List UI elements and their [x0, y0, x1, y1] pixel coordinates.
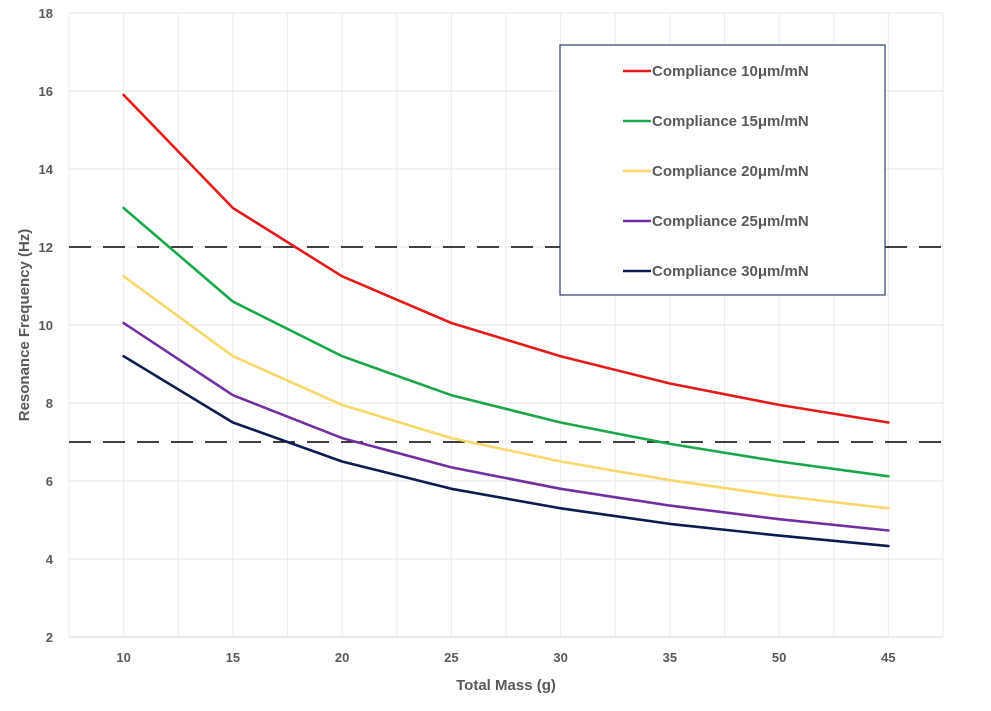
y-tick-label: 4: [46, 552, 54, 567]
y-tick-label: 12: [39, 240, 53, 255]
series-line: [122, 206, 890, 478]
y-tick-label: 2: [46, 630, 53, 645]
x-tick-label: 30: [553, 650, 567, 665]
legend-label: Compliance 20μm/mN: [652, 163, 809, 180]
y-tick-label: 18: [39, 6, 53, 21]
series-line: [122, 274, 890, 510]
grid: [68, 12, 944, 637]
series-line: [122, 321, 890, 532]
x-tick-label: 20: [335, 650, 349, 665]
y-tick-label: 10: [39, 318, 53, 333]
y-axis-ticks: 2 4 6 8 10 12 14 16 18: [39, 6, 54, 645]
y-tick-label: 8: [46, 396, 53, 411]
series-line: [122, 354, 890, 548]
x-tick-label: 25: [444, 650, 458, 665]
legend-label: Compliance 30μm/mN: [652, 263, 809, 280]
legend: Compliance 10μm/mN Compliance 15μm/mN Comp…: [559, 44, 886, 296]
x-axis-ticks: 10 15 20 25 30 35 50 45: [116, 650, 895, 665]
series-lines: [122, 93, 890, 548]
y-tick-label: 6: [46, 474, 53, 489]
x-tick-label: 35: [663, 650, 677, 665]
legend-box: [559, 44, 886, 296]
y-tick-label: 16: [39, 84, 53, 99]
x-tick-label: 10: [116, 650, 130, 665]
y-axis-title: Resonance Frequency (Hz): [16, 229, 33, 422]
legend-label: Compliance 15μm/mN: [652, 113, 809, 130]
series-line: [122, 93, 890, 424]
y-tick-label: 14: [39, 162, 54, 177]
x-tick-label: 50: [772, 650, 786, 665]
x-axis-title: Total Mass (g): [456, 677, 556, 694]
legend-label: Compliance 10μm/mN: [652, 63, 809, 80]
legend-label: Compliance 25μm/mN: [652, 213, 809, 230]
x-tick-label: 45: [881, 650, 895, 665]
legend-items: Compliance 10μm/mN Compliance 15μm/mN Comp…: [623, 63, 809, 280]
x-tick-label: 15: [226, 650, 240, 665]
